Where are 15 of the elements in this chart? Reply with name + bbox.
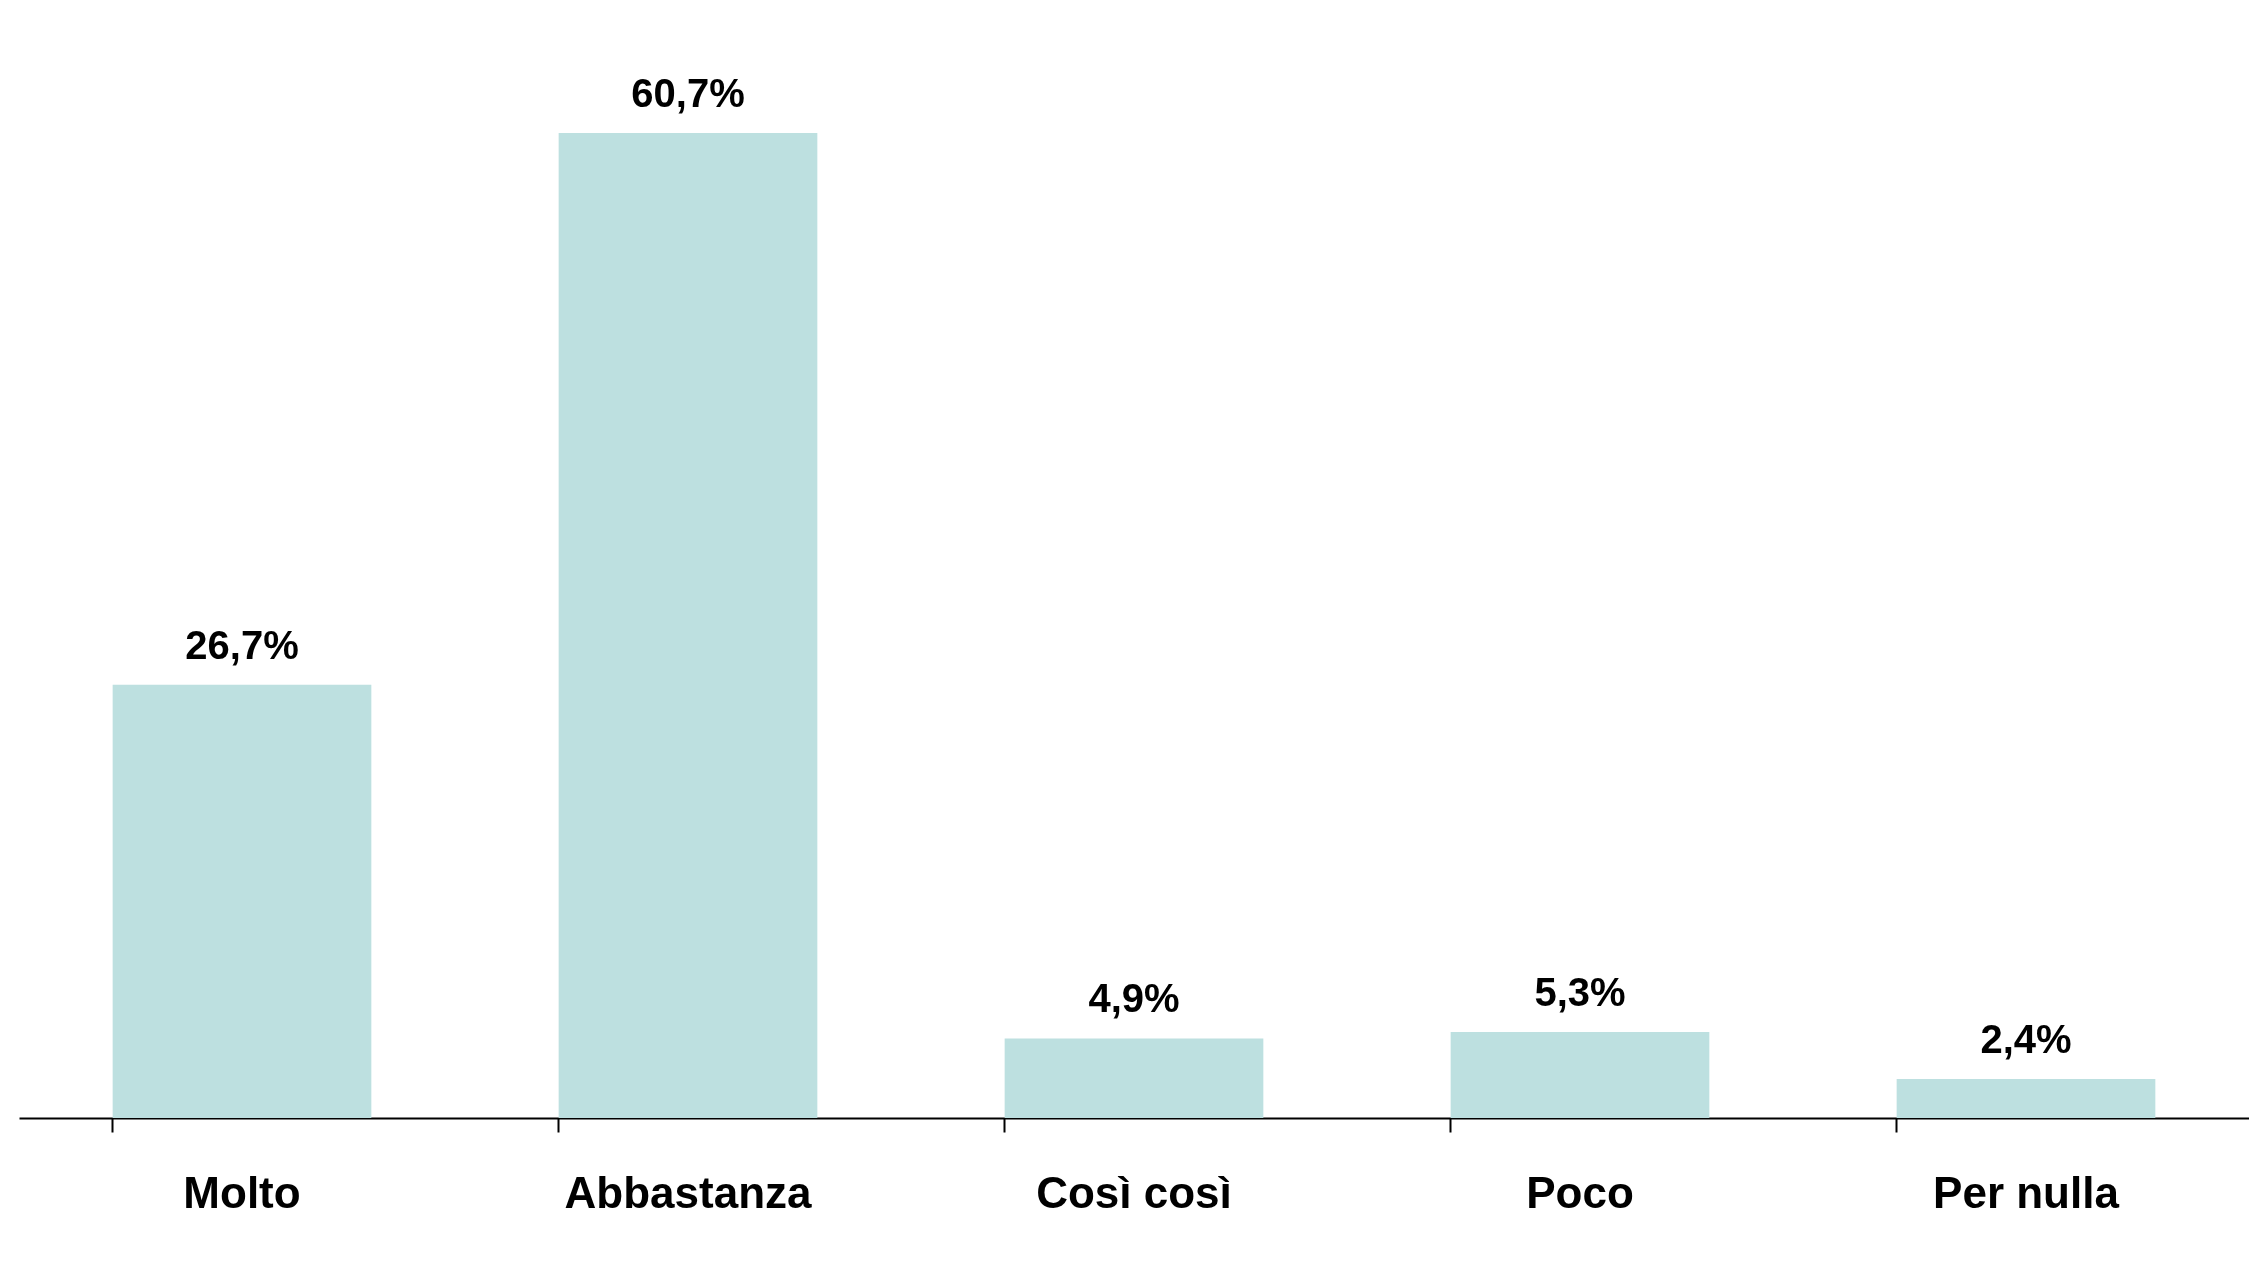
bar <box>1896 1079 2156 1118</box>
x-tick-label: Molto <box>183 1167 301 1217</box>
x-tick-label: Per nulla <box>1933 1167 2120 1217</box>
data-label: 4,9% <box>1088 976 1180 1021</box>
x-tick-label: Abbastanza <box>564 1167 812 1217</box>
bar <box>112 684 372 1118</box>
bar <box>1004 1038 1264 1118</box>
x-tick-label: Poco <box>1526 1167 1634 1217</box>
data-label: 2,4% <box>1980 1017 2072 1062</box>
bar <box>558 133 818 1118</box>
data-label: 26,7% <box>185 622 299 667</box>
x-tick-label: Così così <box>1036 1167 1232 1217</box>
data-label: 60,7% <box>631 71 745 115</box>
bar <box>1450 1032 1710 1118</box>
data-label: 5,3% <box>1534 970 1626 1014</box>
